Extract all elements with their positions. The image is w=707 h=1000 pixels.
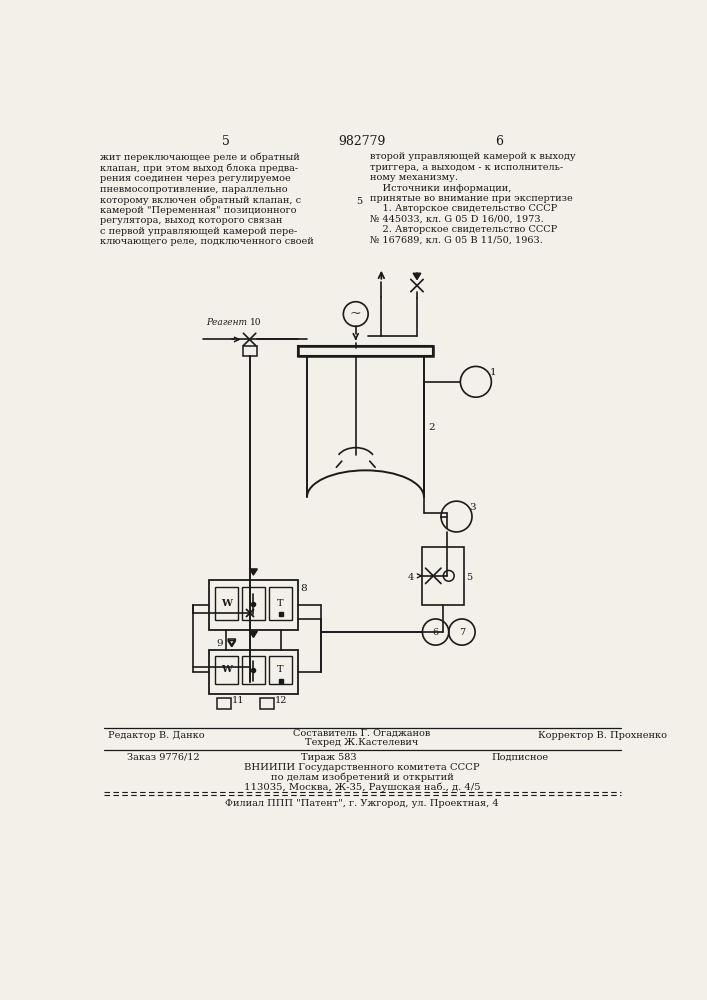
Text: Составитель Г. Огаджанов: Составитель Г. Огаджанов [293,729,431,738]
Text: 5: 5 [221,135,230,148]
Text: жит переключающее реле и обратный
клапан, при этом выход блока предва-
рения сое: жит переключающее реле и обратный клапан… [100,152,314,246]
Text: W: W [221,599,232,608]
Text: 6: 6 [433,628,438,637]
Bar [421,547,464,605]
Text: Реагент: Реагент [206,318,247,327]
Text: T: T [277,665,284,674]
Text: 6: 6 [495,135,503,148]
Bar [298,346,433,356]
Text: по делам изобретений и открытий: по делам изобретений и открытий [271,773,453,782]
Text: Филиал ППП "Патент", г. Ужгород, ул. Проектная, 4: Филиал ППП "Патент", г. Ужгород, ул. Про… [225,799,498,808]
Polygon shape [250,631,257,637]
Bar [217,698,231,709]
Polygon shape [250,569,257,575]
Text: 2: 2 [428,424,434,432]
Bar [215,587,238,620]
Bar [242,587,265,620]
Text: 113035, Москва, Ж-35, Раушская наб., д. 4/5: 113035, Москва, Ж-35, Раушская наб., д. … [244,782,480,792]
Text: 982779: 982779 [338,135,385,148]
Text: 4: 4 [408,573,414,582]
Bar [209,650,298,694]
Text: 11: 11 [232,696,244,705]
Polygon shape [413,273,421,279]
Text: 8: 8 [300,584,307,593]
Text: 12: 12 [274,696,287,705]
Text: Корректор В. Прохненко: Корректор В. Прохненко [538,731,667,740]
Text: 1: 1 [490,368,496,377]
Text: второй управляющей камерой к выходу
триггера, а выходом - к исполнитель-
ному ме: второй управляющей камерой к выходу триг… [370,152,575,245]
Bar [298,346,433,356]
Bar [242,656,265,684]
Text: 7: 7 [459,628,465,637]
Bar [269,587,292,620]
Text: Тираж 583: Тираж 583 [300,753,356,762]
Text: ~: ~ [350,307,361,321]
Bar [243,346,257,356]
Text: Подписное: Подписное [491,753,549,762]
Bar [209,580,298,630]
Text: 10: 10 [250,318,261,327]
Text: 9: 9 [216,639,223,648]
Text: Редактор В. Данко: Редактор В. Данко [107,731,204,740]
Text: W: W [221,665,232,674]
Text: ВНИИПИ Государственного комитета СССР: ВНИИПИ Государственного комитета СССР [244,763,480,772]
Text: Техред Ж.Кастелевич: Техред Ж.Кастелевич [305,738,419,747]
Bar [215,656,238,684]
Bar [259,698,274,709]
Bar [269,656,292,684]
Text: T: T [277,599,284,608]
Text: 3: 3 [469,503,477,512]
Text: 5: 5 [356,197,363,206]
Text: Заказ 9776/12: Заказ 9776/12 [127,753,200,762]
Text: 5: 5 [466,573,472,582]
